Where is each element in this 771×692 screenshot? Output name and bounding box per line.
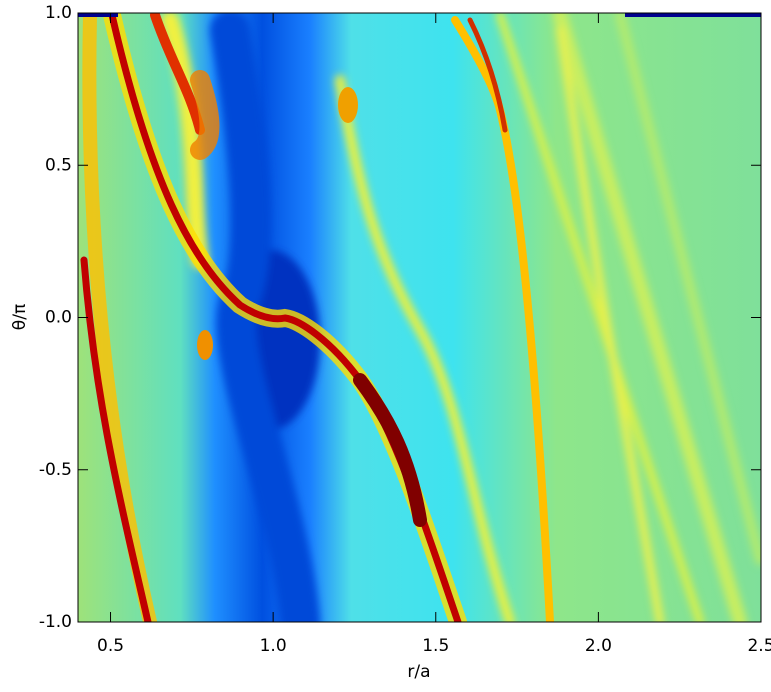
y-tick-label: 0.5 (45, 155, 72, 175)
y-tick-label: -0.5 (39, 460, 72, 480)
y-axis-label: θ/π (10, 304, 30, 330)
x-tick-label: 2.0 (585, 636, 612, 656)
x-tick-label: 1.5 (422, 636, 449, 656)
x-tick-label: 2.5 (747, 636, 771, 656)
x-tick-label: 1.0 (260, 636, 287, 656)
x-axis-label: r/a (407, 662, 430, 682)
y-tick-label: 1.0 (45, 3, 72, 23)
y-tick-label: -1.0 (39, 612, 72, 632)
y-tick-label: 0.0 (45, 308, 72, 328)
field-image (78, 13, 761, 622)
x-tick-label: 0.5 (97, 636, 124, 656)
